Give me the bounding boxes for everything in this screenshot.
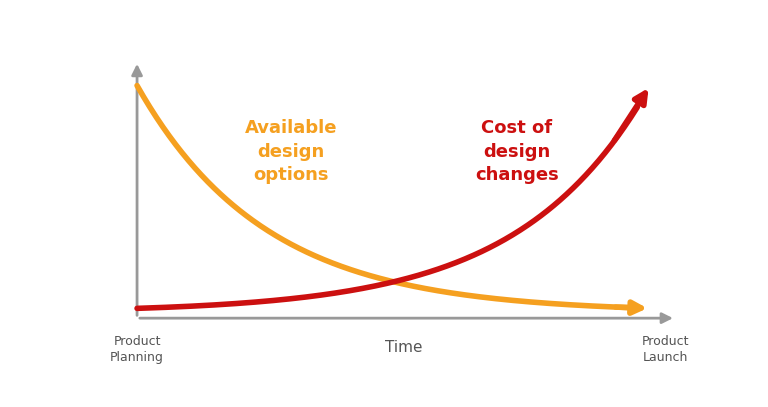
Text: Product
Launch: Product Launch xyxy=(642,335,690,364)
Text: Time: Time xyxy=(385,340,422,355)
Text: Cost of
design
changes: Cost of design changes xyxy=(475,119,558,184)
Text: Available
design
options: Available design options xyxy=(245,119,337,184)
Text: Product
Planning: Product Planning xyxy=(110,335,164,364)
